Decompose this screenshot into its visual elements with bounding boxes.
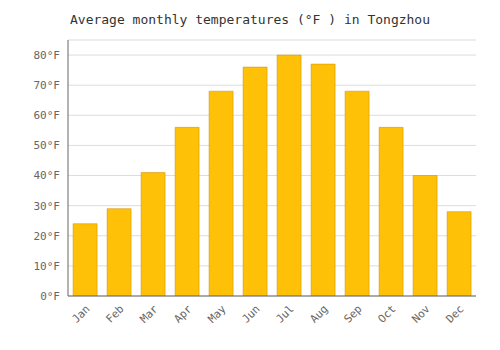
svg-text:Jul: Jul (273, 302, 296, 325)
svg-text:30°F: 30°F (34, 200, 61, 213)
html-text:Average monthly temperatures (: Average monthly temperatures (°F ) in To… (70, 12, 430, 27)
svg-text:Nov: Nov (409, 302, 433, 326)
svg-text:60°F: 60°F (34, 109, 61, 122)
svg-text:40°F: 40°F (34, 169, 61, 182)
svg-text:50°F: 50°F (34, 139, 61, 152)
svg-text:May: May (205, 302, 229, 326)
svg-text:Mar: Mar (137, 302, 161, 326)
svg-text:20°F: 20°F (34, 230, 61, 243)
svg-text:80°F: 80°F (34, 49, 61, 62)
svg-text:70°F: 70°F (34, 79, 61, 92)
svg-text:Feb: Feb (103, 302, 126, 325)
svg-text:0°F: 0°F (40, 290, 60, 303)
svg-text:Oct: Oct (375, 302, 398, 325)
svg-text:10°F: 10°F (34, 260, 61, 273)
svg-text:Jun: Jun (239, 302, 262, 325)
svg-text:Jan: Jan (69, 302, 92, 325)
svg-text:Sep: Sep (341, 302, 364, 325)
svg-text:Apr: Apr (171, 302, 195, 326)
svg-text:Dec: Dec (443, 302, 466, 325)
svg-text:Aug: Aug (307, 302, 330, 325)
